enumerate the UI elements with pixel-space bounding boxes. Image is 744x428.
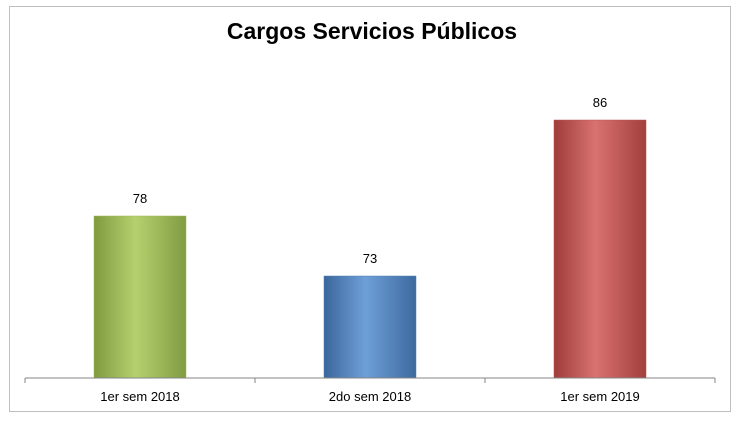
chart-title: Cargos Servicios Públicos [226,18,518,44]
x-tick-label: 1er sem 2019 [560,389,640,404]
data-label: 78 [133,191,147,206]
bar-2 [323,275,417,379]
labels-group: 78 1er sem 2018 73 2do sem 2018 86 1er sem 20… [100,95,640,404]
x-tick-label: 2do sem 2018 [329,389,411,404]
bars-group [93,119,647,379]
x-tick-label: 1er sem 2018 [100,389,180,404]
bar-3 [553,119,647,379]
data-label: 73 [363,251,377,266]
data-label: 86 [593,95,607,110]
x-axis-ticks [24,378,716,383]
bar-1 [93,215,187,379]
